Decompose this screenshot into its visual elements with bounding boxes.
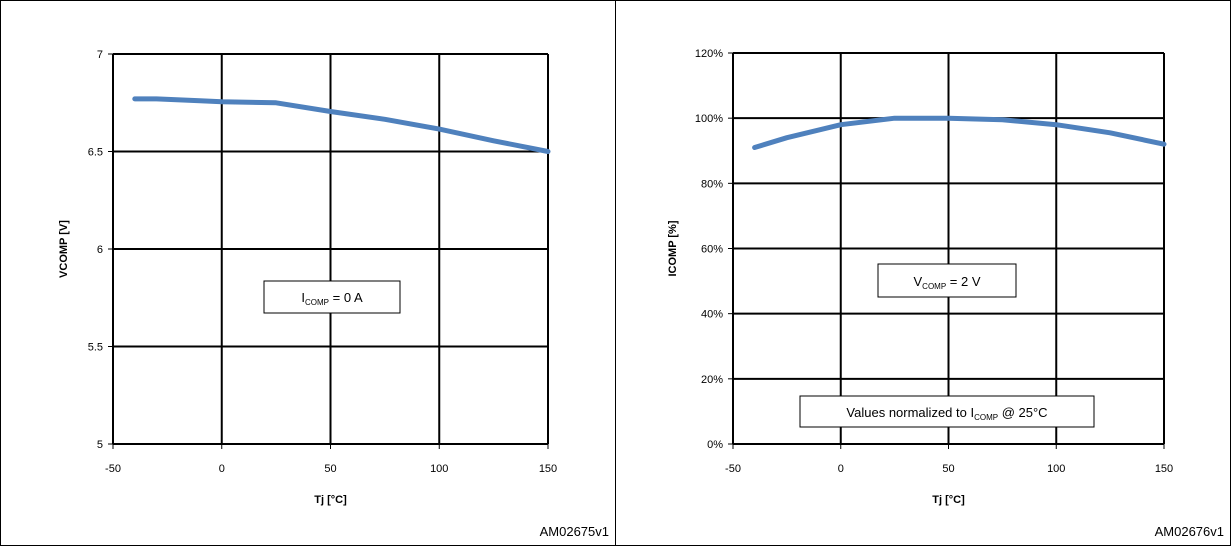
chart-panel-icomp: -50 0 50 100 150 0% 20% 40% 60% 80% 100% 120% Tj [°C… bbox=[615, 0, 1231, 546]
y-tick-label: 5 bbox=[97, 439, 103, 451]
annotation-box bbox=[263, 280, 401, 314]
series-line bbox=[752, 115, 1167, 150]
x-axis-title: Tj [°C] bbox=[314, 494, 347, 506]
y-tick-label: 40% bbox=[701, 309, 723, 321]
x-tick-label: 50 bbox=[324, 463, 336, 475]
y-tick-label: 120% bbox=[695, 48, 723, 60]
y-tick-label: 20% bbox=[701, 374, 723, 386]
x-tick-label: 0 bbox=[219, 463, 225, 475]
annotation-text: VCOMP = 2 V bbox=[914, 274, 981, 291]
y-tick-label: 0% bbox=[707, 439, 723, 451]
x-tick-label: -50 bbox=[105, 463, 121, 475]
series-line bbox=[132, 96, 551, 154]
y-tick-label: 7 bbox=[97, 49, 103, 61]
annotation-main: I bbox=[301, 290, 305, 305]
x-axis-title: Tj [°C] bbox=[932, 494, 965, 506]
icomp-chart: -50 0 50 100 150 0% 20% 40% 60% 80% 100% 120% Tj [°C… bbox=[667, 48, 1173, 506]
y-tick-label: 60% bbox=[701, 244, 723, 256]
x-tick-label: -50 bbox=[725, 463, 741, 475]
annotation-main: V bbox=[914, 274, 923, 289]
y-tick-label: 6 bbox=[97, 244, 103, 256]
vcomp-chart: -50 0 50 100 150 5 5.5 6 6.5 7 Tj [°C] VCOMP [V] ICO… bbox=[58, 49, 557, 506]
annotation-rest: @ 25°C bbox=[998, 405, 1047, 420]
annotation-box bbox=[877, 263, 1017, 298]
x-tick-label: 0 bbox=[838, 463, 844, 475]
figure-id: AM02676v1 bbox=[1154, 524, 1224, 539]
y-tick-label: 5.5 bbox=[88, 342, 103, 354]
x-tick-label: 100 bbox=[430, 463, 448, 475]
annotation-box bbox=[799, 395, 1095, 428]
annotation-subscript: COMP bbox=[974, 413, 998, 422]
annotation-rest: = 0 A bbox=[329, 290, 363, 305]
annotation-text: ICOMP = 0 A bbox=[301, 290, 363, 307]
y-axis-title: ICOMP [%] bbox=[667, 220, 679, 276]
annotation-rest: = 2 V bbox=[946, 274, 981, 289]
annotation-main: Values normalized to I bbox=[846, 405, 974, 420]
annotation-subscript: COMP bbox=[305, 298, 329, 307]
chart-panel-vcomp: -50 0 50 100 150 5 5.5 6 6.5 7 Tj [°C] VCOMP [V] ICO… bbox=[0, 0, 616, 546]
x-tick-label: 100 bbox=[1047, 463, 1065, 475]
y-axis-title: VCOMP [V] bbox=[58, 220, 70, 278]
annotation-subscript: COMP bbox=[922, 282, 946, 291]
x-tick-label: 150 bbox=[539, 463, 557, 475]
figure-id: AM02675v1 bbox=[539, 524, 609, 539]
annotation-text: Values normalized to ICOMP @ 25°C bbox=[846, 405, 1047, 422]
x-tick-label: 50 bbox=[942, 463, 954, 475]
y-tick-label: 6.5 bbox=[88, 147, 103, 159]
y-tick-label: 100% bbox=[695, 113, 723, 125]
x-tick-label: 150 bbox=[1155, 463, 1173, 475]
y-tick-label: 80% bbox=[701, 178, 723, 190]
